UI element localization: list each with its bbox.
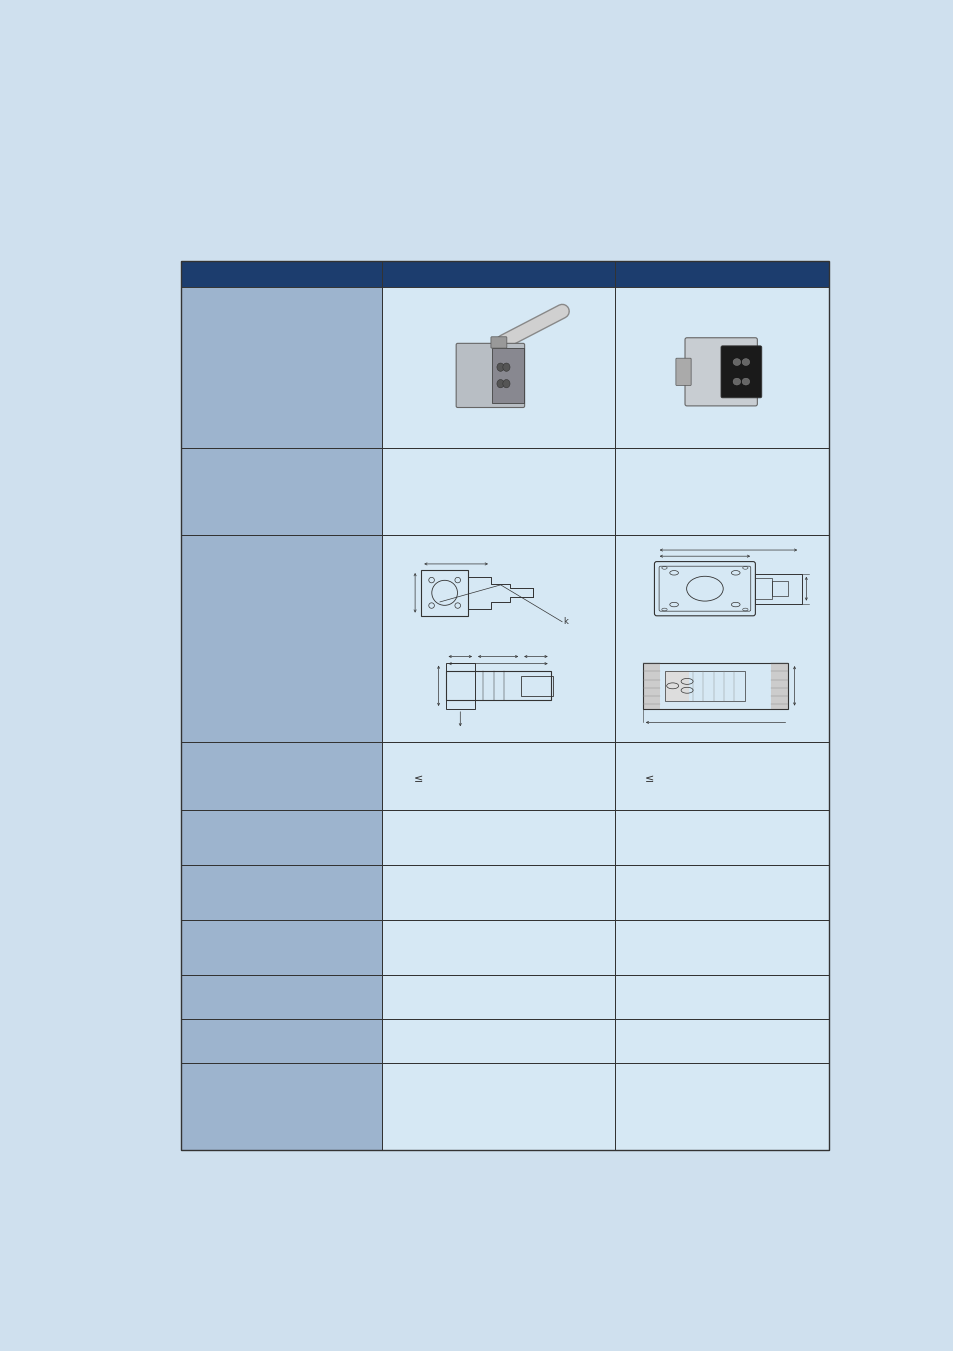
Bar	[180, 865, 381, 920]
Ellipse shape	[497, 363, 503, 372]
Bar	[755, 574, 801, 604]
Bar	[381, 1063, 615, 1151]
Bar	[491, 349, 524, 403]
Bar	[381, 865, 615, 920]
Bar	[381, 975, 615, 1019]
Bar	[615, 1063, 828, 1151]
Ellipse shape	[741, 378, 749, 385]
Ellipse shape	[497, 380, 503, 388]
Bar	[180, 261, 828, 1151]
Bar	[381, 447, 615, 535]
Ellipse shape	[741, 358, 749, 366]
Text: ≤: ≤	[414, 774, 423, 784]
Bar	[180, 447, 381, 535]
Bar	[664, 671, 688, 701]
Bar	[445, 671, 550, 700]
Bar	[180, 535, 381, 742]
Bar	[615, 447, 828, 535]
Bar	[381, 742, 615, 809]
Bar	[664, 671, 744, 701]
Bar	[180, 1063, 381, 1151]
Bar	[771, 581, 787, 596]
Bar	[615, 535, 828, 742]
Ellipse shape	[502, 363, 510, 372]
FancyBboxPatch shape	[456, 343, 524, 408]
Bar	[381, 286, 615, 447]
Bar	[615, 286, 828, 447]
Bar	[180, 920, 381, 975]
Bar	[381, 920, 615, 975]
Bar	[615, 865, 828, 920]
Bar	[381, 286, 615, 447]
Bar	[381, 975, 615, 1019]
Bar	[180, 865, 381, 920]
Bar	[180, 535, 381, 742]
Bar	[381, 809, 615, 865]
Bar	[615, 975, 828, 1019]
Bar	[180, 286, 381, 447]
Ellipse shape	[732, 358, 740, 366]
Bar	[381, 535, 615, 742]
Bar	[615, 809, 828, 865]
Bar	[381, 1019, 615, 1063]
Bar	[615, 809, 828, 865]
Bar	[615, 1019, 828, 1063]
Bar	[180, 1063, 381, 1151]
FancyBboxPatch shape	[675, 358, 690, 385]
Bar	[615, 742, 828, 809]
Bar	[615, 920, 828, 975]
Bar	[180, 286, 381, 447]
Bar	[615, 742, 828, 809]
Ellipse shape	[732, 378, 740, 385]
Bar	[642, 663, 787, 708]
Bar	[381, 1063, 615, 1151]
Bar	[180, 1019, 381, 1063]
Bar	[381, 1019, 615, 1063]
Bar	[180, 920, 381, 975]
Bar	[520, 676, 552, 696]
FancyBboxPatch shape	[684, 338, 757, 405]
Bar	[445, 663, 475, 709]
Bar	[180, 975, 381, 1019]
Bar	[381, 865, 615, 920]
Bar	[615, 535, 828, 742]
Bar	[615, 286, 828, 447]
Bar	[381, 742, 615, 809]
Bar	[180, 809, 381, 865]
Bar	[180, 975, 381, 1019]
Bar	[615, 447, 828, 535]
Bar	[642, 663, 659, 708]
Bar	[421, 570, 468, 616]
Bar	[381, 809, 615, 865]
Bar	[180, 1019, 381, 1063]
Text: ≤: ≤	[644, 774, 654, 784]
Bar	[180, 261, 828, 286]
Bar	[180, 809, 381, 865]
Bar	[180, 742, 381, 809]
FancyBboxPatch shape	[491, 336, 506, 349]
Bar	[180, 742, 381, 809]
Bar	[770, 663, 787, 708]
Bar	[755, 578, 771, 598]
Bar	[615, 920, 828, 975]
Bar	[615, 975, 828, 1019]
Bar	[615, 865, 828, 920]
Bar	[381, 535, 615, 742]
Ellipse shape	[502, 380, 510, 388]
FancyBboxPatch shape	[720, 346, 760, 397]
Bar	[615, 1019, 828, 1063]
Bar	[615, 1063, 828, 1151]
Bar	[381, 447, 615, 535]
Bar	[381, 920, 615, 975]
Bar	[180, 447, 381, 535]
Text: k: k	[563, 617, 568, 627]
